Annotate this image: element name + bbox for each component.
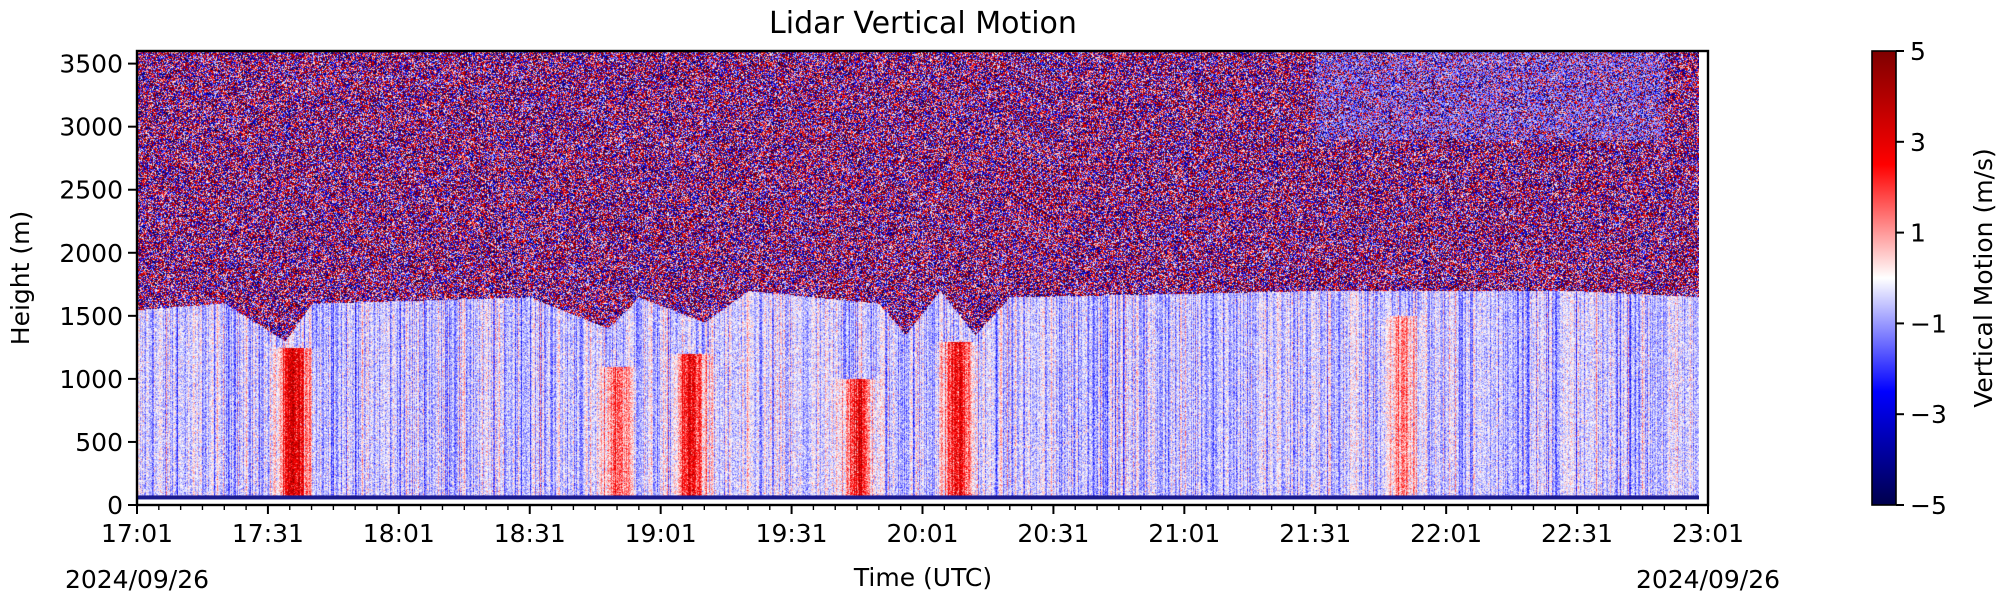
x-axis-label: Time (UTC) <box>853 563 992 592</box>
x-tick-label: 22:01 <box>1410 519 1482 548</box>
x-tick-label: 21:01 <box>1148 519 1220 548</box>
y-tick-label: 500 <box>75 428 123 457</box>
surface-band <box>137 495 1699 500</box>
x-tick-label: 18:01 <box>363 519 435 548</box>
colorbar: −5 −3 −1 1 3 5 <box>1871 37 1947 520</box>
heatmap-image <box>137 51 1699 497</box>
colorbar-tick-label: 1 <box>1910 219 1926 248</box>
y-tick-label: 3000 <box>59 113 123 142</box>
x-tick-label: 17:31 <box>232 519 304 548</box>
y-tick-label: 0 <box>107 491 123 520</box>
heatmap-area <box>137 51 1699 500</box>
x-tick-label: 19:31 <box>756 519 828 548</box>
y-tick-label: 1000 <box>59 365 123 394</box>
colorbar-label: Vertical Motion (m/s) <box>1969 148 1998 408</box>
y-tick-label: 1500 <box>59 302 123 331</box>
x-tick-label: 22:31 <box>1541 519 1613 548</box>
colorbar-gradient <box>1871 50 1897 506</box>
colorbar-tick-label: −5 <box>1910 491 1947 520</box>
colorbar-tick-label: −1 <box>1910 309 1947 338</box>
y-tick-label: 3500 <box>59 50 123 79</box>
chart-title: Lidar Vertical Motion <box>769 6 1077 41</box>
x-tick-label: 18:31 <box>494 519 566 548</box>
colorbar-tick-label: 5 <box>1910 37 1926 66</box>
x-tick-label: 17:01 <box>101 519 173 548</box>
y-tick-label: 2500 <box>59 176 123 205</box>
x-tick-label: 23:01 <box>1672 519 1744 548</box>
x-axis-date-left: 2024/09/26 <box>65 565 209 594</box>
colorbar-tick-label: −3 <box>1910 400 1947 429</box>
x-tick-label: 21:31 <box>1279 519 1351 548</box>
y-axis-label: Height (m) <box>6 211 35 345</box>
x-axis-date-right: 2024/09/26 <box>1636 565 1780 594</box>
x-axis: 17:01 17:31 18:01 18:31 19:01 19:31 20:01 20:31… <box>101 505 1744 548</box>
x-tick-label: 19:01 <box>625 519 697 548</box>
colorbar-tick-label: 3 <box>1910 128 1926 157</box>
x-tick-label: 20:31 <box>1017 519 1089 548</box>
y-tick-label: 2000 <box>59 239 123 268</box>
x-tick-label: 20:01 <box>886 519 958 548</box>
y-axis: 0 500 1000 1500 2000 2500 3000 3500 <box>59 50 137 520</box>
